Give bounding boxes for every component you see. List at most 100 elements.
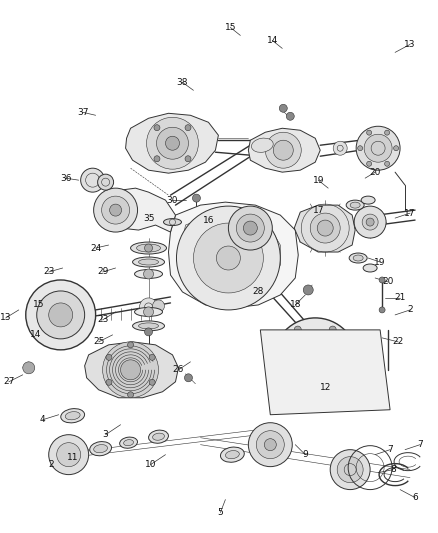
Text: 15: 15 bbox=[33, 301, 44, 310]
Circle shape bbox=[236, 214, 264, 242]
Circle shape bbox=[273, 318, 357, 402]
Text: 27: 27 bbox=[3, 377, 14, 386]
Ellipse shape bbox=[152, 433, 164, 440]
Ellipse shape bbox=[132, 321, 164, 331]
Circle shape bbox=[293, 326, 300, 333]
Circle shape bbox=[26, 280, 95, 350]
Circle shape bbox=[355, 126, 399, 170]
Circle shape bbox=[165, 136, 179, 150]
Circle shape bbox=[286, 112, 293, 120]
Text: 19: 19 bbox=[312, 176, 323, 184]
Polygon shape bbox=[85, 342, 178, 398]
Circle shape bbox=[336, 457, 362, 482]
Text: 26: 26 bbox=[173, 365, 184, 374]
Text: 7: 7 bbox=[416, 440, 422, 449]
Text: 2: 2 bbox=[48, 460, 53, 469]
Circle shape bbox=[152, 300, 164, 312]
Ellipse shape bbox=[130, 242, 166, 254]
Text: 16: 16 bbox=[202, 215, 214, 224]
Ellipse shape bbox=[350, 202, 359, 208]
Circle shape bbox=[127, 392, 133, 398]
Text: 11: 11 bbox=[67, 453, 78, 462]
Circle shape bbox=[49, 435, 88, 474]
Ellipse shape bbox=[124, 440, 133, 446]
Ellipse shape bbox=[134, 308, 162, 317]
Text: 12: 12 bbox=[319, 383, 330, 392]
Polygon shape bbox=[125, 114, 218, 173]
Ellipse shape bbox=[225, 450, 239, 459]
Text: 6: 6 bbox=[411, 493, 417, 502]
Polygon shape bbox=[182, 215, 279, 296]
Circle shape bbox=[37, 291, 85, 339]
Circle shape bbox=[97, 174, 113, 190]
Circle shape bbox=[332, 141, 346, 155]
Circle shape bbox=[193, 223, 263, 293]
Circle shape bbox=[216, 246, 240, 270]
Ellipse shape bbox=[132, 257, 164, 267]
Circle shape bbox=[106, 379, 112, 385]
Text: 28: 28 bbox=[252, 287, 263, 296]
Text: 21: 21 bbox=[393, 294, 405, 302]
Circle shape bbox=[353, 206, 385, 238]
Polygon shape bbox=[103, 188, 175, 232]
Ellipse shape bbox=[316, 368, 339, 387]
Ellipse shape bbox=[251, 138, 272, 152]
Circle shape bbox=[149, 379, 155, 385]
Text: 22: 22 bbox=[392, 337, 403, 346]
Text: 9: 9 bbox=[302, 450, 307, 459]
Text: 7: 7 bbox=[386, 445, 392, 454]
Circle shape bbox=[366, 161, 371, 166]
Ellipse shape bbox=[138, 323, 158, 329]
Text: 37: 37 bbox=[77, 108, 88, 117]
Circle shape bbox=[366, 130, 371, 135]
Text: 20: 20 bbox=[369, 168, 380, 176]
Circle shape bbox=[81, 168, 104, 192]
Circle shape bbox=[110, 204, 121, 216]
Circle shape bbox=[328, 386, 336, 393]
Text: 23: 23 bbox=[43, 268, 54, 277]
Ellipse shape bbox=[138, 259, 158, 265]
Text: 3: 3 bbox=[102, 430, 108, 439]
Circle shape bbox=[293, 386, 300, 393]
Circle shape bbox=[154, 156, 159, 161]
Circle shape bbox=[144, 244, 152, 252]
Circle shape bbox=[363, 134, 391, 162]
Circle shape bbox=[273, 140, 293, 160]
Circle shape bbox=[384, 130, 389, 135]
Ellipse shape bbox=[148, 430, 168, 443]
Circle shape bbox=[106, 354, 112, 360]
Ellipse shape bbox=[360, 196, 374, 204]
Circle shape bbox=[176, 206, 279, 310]
Circle shape bbox=[310, 213, 339, 243]
Circle shape bbox=[365, 218, 373, 226]
Ellipse shape bbox=[93, 445, 107, 453]
Text: 14: 14 bbox=[266, 36, 277, 45]
Circle shape bbox=[329, 450, 369, 490]
Polygon shape bbox=[168, 202, 297, 308]
Text: 24: 24 bbox=[90, 244, 101, 253]
Circle shape bbox=[300, 346, 328, 374]
Text: 10: 10 bbox=[145, 460, 156, 469]
Circle shape bbox=[378, 277, 384, 283]
Circle shape bbox=[361, 214, 377, 230]
Circle shape bbox=[346, 357, 353, 364]
Circle shape bbox=[156, 127, 188, 159]
Circle shape bbox=[276, 357, 283, 364]
Circle shape bbox=[328, 326, 336, 333]
Circle shape bbox=[256, 431, 284, 459]
Circle shape bbox=[49, 303, 73, 327]
Circle shape bbox=[23, 362, 35, 374]
Ellipse shape bbox=[163, 219, 181, 225]
Text: 35: 35 bbox=[142, 214, 154, 223]
Circle shape bbox=[93, 188, 137, 232]
Ellipse shape bbox=[89, 441, 111, 456]
Text: 5: 5 bbox=[217, 508, 223, 517]
Circle shape bbox=[264, 439, 276, 451]
Ellipse shape bbox=[309, 363, 346, 392]
Circle shape bbox=[149, 354, 155, 360]
Ellipse shape bbox=[65, 411, 80, 420]
Circle shape bbox=[393, 146, 398, 151]
Ellipse shape bbox=[348, 253, 366, 263]
Text: 13: 13 bbox=[403, 40, 415, 49]
Text: 36: 36 bbox=[60, 174, 71, 183]
